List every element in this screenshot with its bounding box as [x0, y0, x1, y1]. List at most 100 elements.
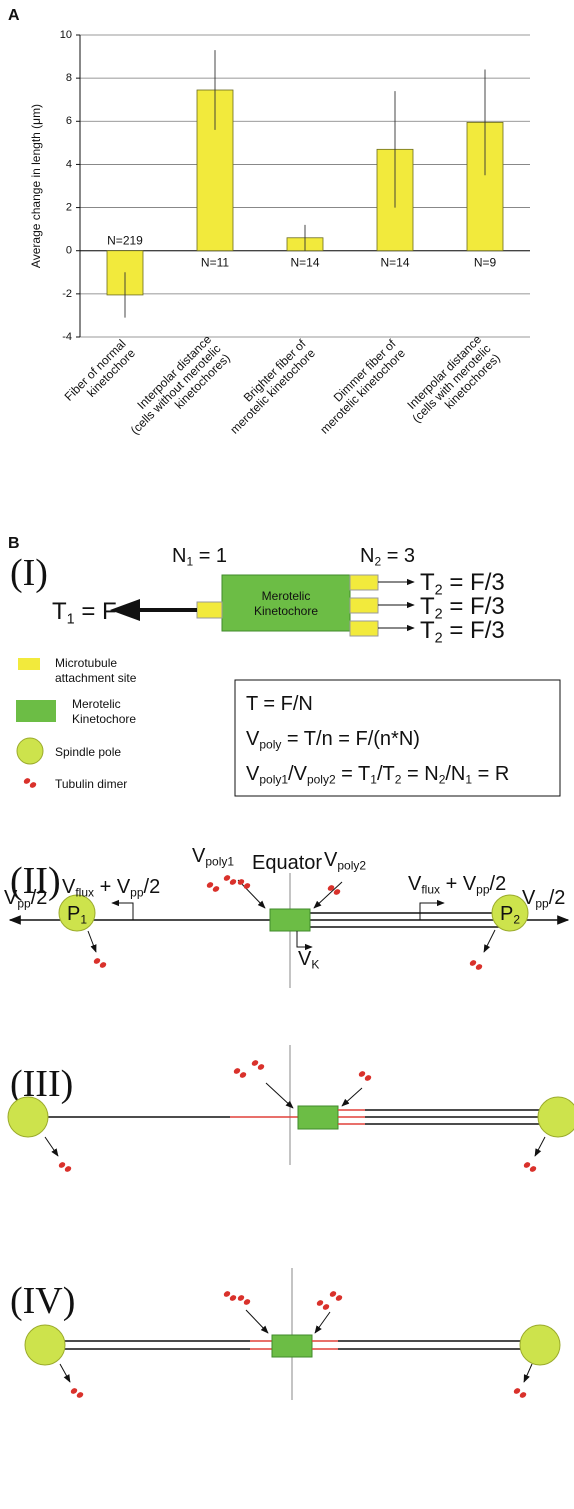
- arrow: [314, 882, 342, 908]
- bar-annotation: N=219: [107, 234, 143, 248]
- formula-part: /V: [288, 763, 308, 785]
- tension-label: T1 = F: [52, 598, 117, 627]
- formula-part: T: [420, 617, 435, 644]
- y-tick-label: 8: [66, 72, 72, 84]
- velocity-label: Vpoly2: [324, 849, 366, 873]
- formula-part: T = F/N: [246, 693, 313, 715]
- kinetochore: [272, 1335, 312, 1357]
- x-tick-label: Interpolar distance(cells without merote…: [118, 332, 233, 447]
- subscript: flux: [421, 883, 440, 897]
- formula-part: = F/3: [443, 593, 505, 620]
- y-tick-label: 10: [60, 29, 72, 41]
- arrow: [246, 1310, 268, 1333]
- bar-annotation: N=14: [290, 256, 319, 270]
- formula-part: V: [522, 887, 536, 909]
- subscript: 2: [435, 606, 443, 622]
- tubulin-dimer: [523, 1161, 537, 1173]
- legend-label: Microtubule: [55, 656, 117, 670]
- kinetochore: [222, 575, 350, 631]
- tubulin-dimer: [223, 874, 237, 886]
- subscript: 2: [435, 582, 443, 598]
- arrow: [484, 930, 495, 952]
- bar-annotation: N=9: [474, 256, 497, 270]
- legend-label: Tubulin dimer: [55, 777, 127, 791]
- formula-part: P: [500, 903, 513, 925]
- part-numeral: (I): [10, 552, 48, 594]
- formula-part: T: [52, 598, 67, 625]
- tubulin-dimer: [223, 1290, 237, 1302]
- arrow: [60, 1364, 70, 1382]
- formula-part: /2: [490, 873, 507, 895]
- panel-label: A: [8, 7, 20, 24]
- tubulin-dimer: [358, 1070, 372, 1082]
- equation: Vpoly1/Vpoly2 = T1/T2 = N2/N1 = R: [246, 763, 509, 787]
- subscript: 1: [80, 913, 87, 927]
- spindle-pole: [538, 1097, 574, 1137]
- velocity-label: Vflux + Vpp/2: [62, 876, 160, 900]
- formula-part: /2: [31, 887, 48, 909]
- legend-label: Spindle pole: [55, 745, 121, 759]
- formula-part: + V: [94, 876, 131, 898]
- velocity-label: Vpoly1: [192, 845, 234, 869]
- y-tick-label: 0: [66, 245, 72, 257]
- formula-part: = F: [75, 598, 117, 625]
- formula-part: = 1: [193, 545, 227, 567]
- legend-label: Kinetochore: [72, 712, 136, 726]
- kinetochore-label: Merotelic: [262, 589, 311, 603]
- subscript: pp: [130, 886, 144, 900]
- formula-part: = T/n = F/(n*N): [281, 728, 420, 750]
- figure: A -4-20246810Average change in length (μ…: [0, 0, 574, 1509]
- spindle-pole: [520, 1325, 560, 1365]
- subscript: flux: [75, 886, 94, 900]
- label-line: merotelic kinetochore: [317, 346, 408, 437]
- arrow: [420, 903, 444, 920]
- subscript: pp: [535, 897, 549, 911]
- y-tick-label: -2: [62, 288, 72, 300]
- formula-part: N: [172, 545, 186, 567]
- y-axis-label: Average change in length (μm): [29, 104, 43, 268]
- subscript: poly1: [259, 773, 288, 787]
- formula-part: T: [420, 569, 435, 596]
- legend-swatch: [18, 658, 40, 670]
- arrow: [524, 1364, 532, 1382]
- tubulin-dimer: [237, 878, 251, 890]
- velocity-label: Vflux + Vpp/2: [408, 873, 506, 897]
- kinetochore: [298, 1106, 338, 1129]
- formula-part: /T: [377, 763, 395, 785]
- spindle-pole: [25, 1325, 65, 1365]
- formula-part: = R: [472, 763, 509, 785]
- formula-part: V: [408, 873, 422, 895]
- tubulin-dimer: [237, 1294, 251, 1306]
- x-tick-label: Brighter fiber ofmerotelic kinetochore: [218, 336, 318, 436]
- kinetochore: [270, 909, 310, 931]
- attachment-site: [350, 598, 378, 613]
- formula-part: /2: [144, 876, 161, 898]
- tubulin-dimer: [329, 1290, 343, 1302]
- attachment-site: [350, 575, 378, 590]
- formula-part: V: [246, 763, 260, 785]
- equator-label: Equator: [252, 852, 322, 874]
- formula-part: = 3: [381, 545, 415, 567]
- count-label: N1 = 1: [172, 545, 227, 569]
- arrow: [315, 1312, 330, 1333]
- tubulin-dimer: [513, 1387, 527, 1399]
- tubulin-dimer: [233, 1067, 247, 1079]
- subscript: poly: [259, 738, 281, 752]
- tubulin-dimer: [469, 959, 483, 971]
- tubulin-dimer: [206, 881, 220, 893]
- arrow: [535, 1137, 545, 1156]
- legend-label: Merotelic: [72, 697, 121, 711]
- y-tick-label: 4: [66, 158, 72, 170]
- tubulin-dimer: [251, 1059, 265, 1071]
- tubulin-dimer: [316, 1299, 330, 1311]
- count-label: N2 = 3: [360, 545, 415, 569]
- formula-part: V: [62, 876, 76, 898]
- x-tick-label: Interpolar distance(cells with merotelic…: [400, 332, 503, 435]
- formula-part: V: [192, 845, 206, 867]
- subscript: pp: [17, 897, 31, 911]
- tubulin-dimer: [70, 1387, 84, 1399]
- bar-chart: -4-20246810Average change in length (μm)…: [29, 29, 530, 447]
- x-tick-label: Fiber of normalkinetochore: [62, 336, 139, 413]
- formula-part: = N: [401, 763, 438, 785]
- formula-part: V: [324, 849, 338, 871]
